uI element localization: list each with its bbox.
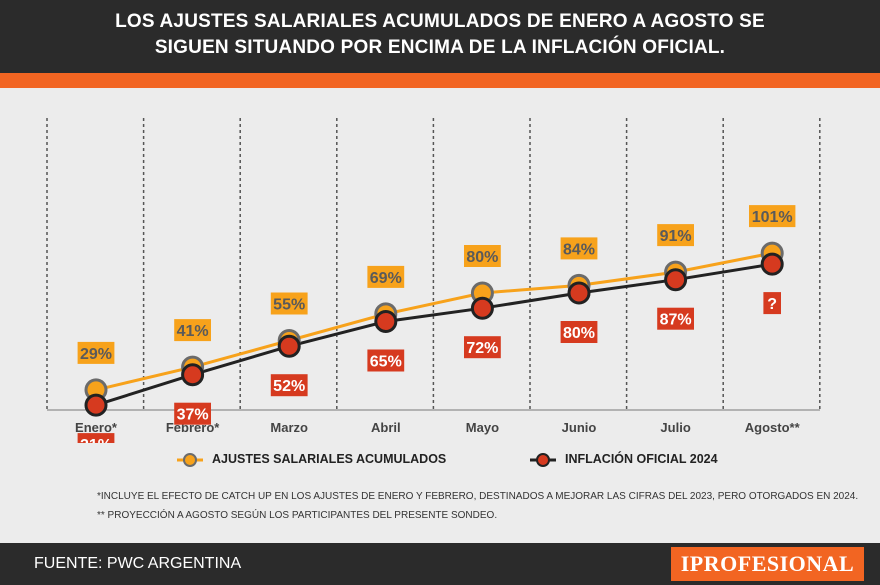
data-labels: 29% 41% 55% 69% 80% 84% 91% 101% 21% 37% 52% 65% 72%… [77,205,796,443]
data-label-inflation: 65% [367,349,405,372]
brand-wordmark: IPROFESIONAL [680,551,855,576]
data-label-wages-box [77,341,115,364]
data-label-inflation-text: 52% [273,378,305,395]
data-label-wages-box [367,265,405,288]
data-label-wages-text: 91% [660,228,692,245]
x-tick-label: Marzo [270,420,308,435]
data-label-inflation-box [77,433,115,443]
data-label-wages-text: 55% [273,297,305,314]
data-label-inflation-text: 87% [660,312,692,329]
brand-logo: IPROFESIONAL [671,547,864,581]
footer-bar: FUENTE: PWC ARGENTINA IPROFESIONAL [0,543,880,585]
data-label-wages: 29% [77,341,115,364]
x-tick-label: Abril [371,420,401,435]
series-lines [95,251,773,407]
data-label-wages: 80% [464,245,501,267]
x-axis: Enero* Febrero* Marzo Abril Mayo Junio Julio Ag… [47,409,820,435]
marker-inflation [470,296,494,320]
data-label-wages: 55% [270,292,308,315]
marker-inflation [181,363,205,387]
legend-marker-inflation [530,453,556,467]
data-label-wages-text: 84% [563,241,595,258]
marker-inflation [760,252,784,276]
data-label-wages-text: 41% [177,323,209,340]
data-label-wages: 84% [560,237,598,260]
marker-inflation [277,334,301,358]
data-label-wages-text: 80% [466,249,498,266]
chart-title-line-2: SIGUEN SITUANDO POR ENCIMA DE LA INFLACI… [154,37,726,58]
legend-label-wages: AJUSTES SALARIALES ACUMULADOS [212,452,447,466]
data-label-inflation: 21% [77,433,115,443]
data-label-inflation: 80% [560,321,598,343]
x-tick-label: Agosto** [745,420,801,435]
data-label-inflation-text: 21% [80,437,112,443]
series-line-wages [95,251,773,392]
accent-band [0,73,880,88]
data-label-inflation: 37% [174,402,211,425]
data-label-inflation-box [367,349,405,372]
data-label-inflation-box [560,321,598,343]
data-label-wages-text: 101% [752,209,793,226]
data-label-wages-box [657,224,694,247]
data-label-inflation-text: 72% [466,340,498,357]
data-label-inflation-box [657,307,694,330]
series-markers [84,241,784,417]
legend-marker-wages [177,453,203,467]
line-chart: Enero* Febrero* Marzo Abril Mayo Junio Julio Ag… [46,118,821,443]
data-label-inflation: 52% [270,374,308,397]
data-label-wages-text: 69% [370,270,402,287]
x-tick-label: Enero* [75,420,118,435]
data-label-inflation-text: ? [767,296,777,313]
data-label-inflation-box [174,402,211,425]
data-label-wages-text: 29% [80,346,112,363]
data-label-inflation-text: 80% [563,325,595,342]
series-line-inflation [95,262,773,407]
data-label-inflation-box [763,292,781,315]
data-label-wages-box [270,292,308,315]
marker-inflation [567,281,591,305]
legend-label-inflation: INFLACIÓN OFICIAL 2024 [565,452,718,466]
data-label-inflation-box [270,374,308,397]
footnote-catch-up: *INCLUYE EL EFECTO DE CATCH UP EN LOS AJ… [97,491,859,502]
marker-inflation [374,310,398,333]
data-label-inflation-box [464,336,501,359]
data-label-wages: 91% [657,224,694,247]
data-label-wages-box [560,237,598,260]
x-tick-label: Julio [660,420,690,435]
data-label-wages-box [464,245,501,267]
data-label-inflation: 72% [464,336,501,359]
data-label-inflation: ? [763,292,781,315]
chart-title-line-1: LOS AJUSTES SALARIALES ACUMULADOS DE ENE… [115,11,765,32]
data-label-inflation-text: 37% [177,407,209,424]
data-label-inflation: 87% [657,307,694,330]
header-bar: LOS AJUSTES SALARIALES ACUMULADOS DE ENE… [0,0,880,73]
data-label-wages: 69% [367,265,405,288]
data-label-wages: 101% [749,205,796,228]
footnote-projection: ** PROYECCIÓN A AGOSTO SEGÚN LOS PARTICI… [97,510,498,521]
data-label-wages: 41% [174,319,211,342]
data-label-wages-box [174,319,211,342]
x-tick-label: Mayo [466,420,499,435]
grid-lines [46,118,821,410]
source-text: FUENTE: PWC ARGENTINA [34,555,242,572]
data-label-wages-box [749,205,796,228]
data-label-inflation-text: 65% [370,354,402,371]
x-tick-label: Junio [562,420,597,435]
marker-inflation [84,393,108,417]
marker-inflation [664,268,688,292]
